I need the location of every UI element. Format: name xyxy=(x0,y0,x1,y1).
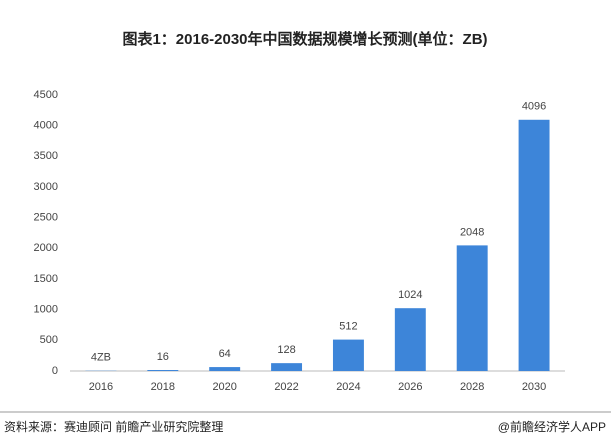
source-note: 资料来源：赛迪顾问 前瞻产业研究院整理 xyxy=(4,419,223,434)
value-label: 64 xyxy=(219,348,231,360)
y-tick-label: 4000 xyxy=(34,120,58,132)
bar xyxy=(332,339,364,371)
value-label: 128 xyxy=(277,344,295,356)
bar xyxy=(518,119,550,372)
brand: @前瞻经济学人APP xyxy=(498,419,606,434)
bar xyxy=(394,308,426,371)
chart-title: 图表1：2016-2030年中国数据规模增长预测(单位：ZB) xyxy=(122,30,487,48)
bar xyxy=(209,367,241,371)
y-tick-label: 0 xyxy=(52,365,58,377)
x-tick-label: 2016 xyxy=(89,381,113,393)
value-label: 16 xyxy=(157,351,169,363)
value-label: 2048 xyxy=(460,226,484,238)
x-tick-label: 2030 xyxy=(522,381,546,393)
x-tick-label: 2018 xyxy=(151,381,175,393)
y-tick-label: 500 xyxy=(40,334,58,346)
x-tick-label: 2028 xyxy=(460,381,484,393)
x-tick-label: 2020 xyxy=(212,381,236,393)
value-label: 4ZB xyxy=(91,352,111,364)
y-tick-label: 1000 xyxy=(34,304,58,316)
y-tick-label: 3000 xyxy=(34,181,58,193)
value-label: 512 xyxy=(339,321,357,333)
y-tick-label: 1500 xyxy=(34,273,58,285)
x-tick-label: 2026 xyxy=(398,381,422,393)
value-label: 1024 xyxy=(398,289,422,301)
x-tick-label: 2022 xyxy=(274,381,298,393)
y-tick-label: 2500 xyxy=(34,212,58,224)
x-tick-label: 2024 xyxy=(336,381,360,393)
y-tick-label: 4500 xyxy=(34,89,58,101)
y-tick-label: 3500 xyxy=(34,150,58,162)
bar xyxy=(456,245,488,371)
y-tick-label: 2000 xyxy=(34,242,58,254)
bar xyxy=(147,370,179,371)
bar xyxy=(271,363,303,371)
value-label: 4096 xyxy=(522,101,546,113)
